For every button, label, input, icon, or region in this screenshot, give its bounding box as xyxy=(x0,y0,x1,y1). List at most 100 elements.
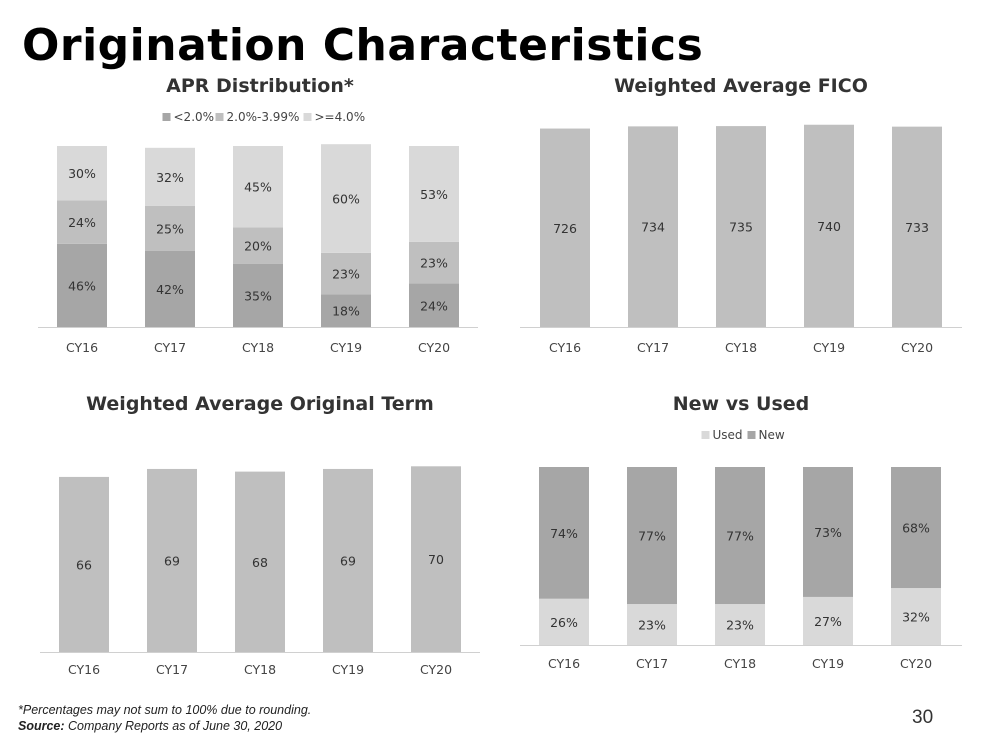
bar xyxy=(716,126,766,327)
data-label: 73% xyxy=(814,525,842,540)
bar-segment xyxy=(803,467,853,597)
chart-apr: APR Distribution* <2.0% 2.0%-3.99% >=4.0% 46… xyxy=(38,75,478,355)
legend-entry: 2.0%-3.99% xyxy=(227,110,300,124)
data-label: 66 xyxy=(76,557,92,572)
legend-swatch xyxy=(747,431,756,439)
bar xyxy=(147,468,197,652)
x-tick-label: CY19 xyxy=(330,340,362,355)
data-label: 735 xyxy=(729,220,753,235)
x-tick-label: CY18 xyxy=(244,662,276,677)
bar xyxy=(628,126,678,327)
x-tick-label: CY17 xyxy=(637,340,669,355)
data-label: 734 xyxy=(641,220,665,235)
data-label: 68% xyxy=(902,521,930,536)
legend-swatch xyxy=(215,113,224,121)
bar-segment xyxy=(409,283,459,327)
chart-term: Weighted Average Original Term 66 CY16 69 CY… xyxy=(40,393,480,677)
data-label: 740 xyxy=(817,219,841,234)
bar-segment xyxy=(803,596,853,645)
source-label: Source: xyxy=(18,719,65,733)
data-label: 24% xyxy=(68,215,96,230)
bar-segment xyxy=(539,598,589,645)
x-tick-label: CY16 xyxy=(68,662,100,677)
data-label: 60% xyxy=(332,191,360,206)
bar-segment xyxy=(145,250,195,327)
x-tick-label: CY19 xyxy=(332,662,364,677)
bar-segment xyxy=(57,146,107,201)
x-tick-label: CY18 xyxy=(724,656,756,671)
data-label: 23% xyxy=(638,618,666,633)
chart-title: APR Distribution* xyxy=(166,75,354,97)
data-label: 68 xyxy=(252,555,268,570)
x-tick-label: CY19 xyxy=(812,656,844,671)
bar-segment xyxy=(409,146,459,242)
chart-fico: Weighted Average FICO 726 CY16 734 CY17 735 CY… xyxy=(520,75,962,355)
data-label: 77% xyxy=(638,529,666,544)
data-label: 32% xyxy=(156,170,184,185)
data-label: 35% xyxy=(244,288,272,303)
legend-entry: >=4.0% xyxy=(315,110,366,124)
data-label: 24% xyxy=(420,298,448,313)
bar xyxy=(323,468,373,652)
bar-segment xyxy=(321,252,371,295)
data-label: 23% xyxy=(420,256,448,271)
bar xyxy=(59,476,109,652)
legend-swatch xyxy=(701,431,710,439)
data-label: 69 xyxy=(164,553,180,568)
x-tick-label: CY20 xyxy=(901,340,933,355)
bar xyxy=(892,126,942,327)
data-label: 46% xyxy=(68,278,96,293)
data-label: 726 xyxy=(553,221,577,236)
bar xyxy=(235,471,285,652)
legend: Used New xyxy=(701,428,785,442)
bar xyxy=(411,466,461,652)
bar-segment xyxy=(539,467,589,599)
source-text: Company Reports as of June 30, 2020 xyxy=(68,719,283,733)
bar-segment xyxy=(57,243,107,327)
bar-segment xyxy=(233,227,283,264)
data-label: 32% xyxy=(902,610,930,625)
bar-segment xyxy=(409,241,459,284)
bar-segment xyxy=(233,263,283,327)
legend: <2.0% 2.0%-3.99% >=4.0% xyxy=(162,110,366,124)
data-label: 77% xyxy=(726,529,754,544)
x-tick-label: CY20 xyxy=(900,656,932,671)
data-label: 74% xyxy=(550,526,578,541)
bar-segment xyxy=(321,144,371,253)
x-tick-label: CY19 xyxy=(813,340,845,355)
data-label: 23% xyxy=(332,267,360,282)
bar xyxy=(804,124,854,327)
data-label: 18% xyxy=(332,304,360,319)
chart-title: Weighted Average FICO xyxy=(614,75,868,97)
bar-segment xyxy=(57,200,107,244)
bar-segment xyxy=(891,588,941,645)
data-label: 27% xyxy=(814,614,842,629)
page-title: Origination Characteristics xyxy=(22,20,704,71)
data-label: 20% xyxy=(244,239,272,254)
x-tick-label: CY17 xyxy=(154,340,186,355)
bar-segment xyxy=(891,467,941,589)
x-tick-label: CY17 xyxy=(636,656,668,671)
data-label: 25% xyxy=(156,221,184,236)
x-tick-label: CY16 xyxy=(549,340,581,355)
data-label: 26% xyxy=(550,615,578,630)
data-label: 53% xyxy=(420,187,448,202)
data-label: 70 xyxy=(428,552,444,567)
bar-segment xyxy=(145,205,195,251)
legend-entry: Used xyxy=(713,428,743,442)
legend-swatch xyxy=(303,113,312,121)
x-tick-label: CY16 xyxy=(548,656,580,671)
bar xyxy=(540,128,590,327)
bar-segment xyxy=(627,467,677,605)
chart-title: New vs Used xyxy=(673,393,810,415)
legend-entry: <2.0% xyxy=(174,110,215,124)
bar-segment xyxy=(715,604,765,645)
x-tick-label: CY16 xyxy=(66,340,98,355)
legend-swatch xyxy=(162,113,171,121)
chart-title: Weighted Average Original Term xyxy=(86,393,434,415)
data-label: 30% xyxy=(68,166,96,181)
data-label: 23% xyxy=(726,618,754,633)
data-label: 45% xyxy=(244,180,272,195)
legend-entry: New xyxy=(759,428,785,442)
